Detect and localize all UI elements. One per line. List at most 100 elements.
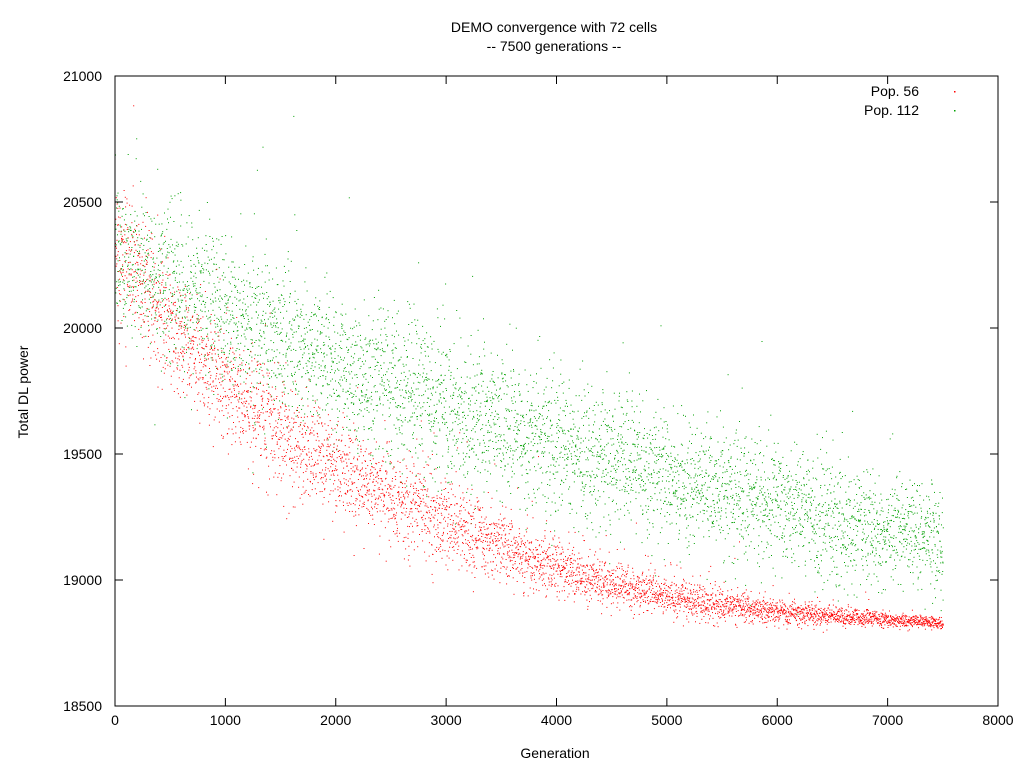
data-point bbox=[673, 446, 675, 447]
data-point bbox=[352, 396, 354, 397]
data-point bbox=[517, 446, 519, 448]
data-point bbox=[591, 385, 593, 387]
data-point bbox=[609, 563, 611, 565]
data-point bbox=[382, 392, 384, 394]
data-point bbox=[437, 422, 439, 424]
data-point bbox=[838, 539, 839, 541]
data-point bbox=[446, 389, 447, 391]
data-point bbox=[907, 511, 909, 513]
data-point bbox=[925, 553, 927, 555]
data-point bbox=[850, 542, 852, 544]
data-point bbox=[263, 331, 265, 333]
data-point bbox=[119, 243, 121, 245]
data-point bbox=[670, 468, 672, 470]
data-point bbox=[159, 247, 160, 249]
data-point bbox=[723, 497, 725, 499]
data-point bbox=[450, 481, 452, 483]
data-point bbox=[898, 517, 900, 519]
data-point bbox=[578, 438, 580, 440]
data-point bbox=[746, 495, 748, 497]
data-point bbox=[698, 454, 700, 456]
data-point bbox=[781, 492, 783, 494]
data-point bbox=[185, 326, 186, 328]
data-point bbox=[466, 429, 468, 431]
data-point bbox=[855, 564, 857, 566]
data-point bbox=[376, 410, 378, 412]
data-point bbox=[350, 327, 352, 329]
data-point bbox=[512, 462, 514, 464]
data-point bbox=[838, 512, 840, 514]
data-point bbox=[659, 468, 661, 470]
data-point bbox=[360, 365, 362, 367]
data-point bbox=[428, 422, 430, 424]
data-point bbox=[539, 436, 541, 438]
data-point bbox=[863, 511, 865, 513]
data-point bbox=[449, 349, 451, 350]
data-point bbox=[265, 312, 267, 314]
data-point bbox=[187, 333, 189, 335]
data-point bbox=[416, 330, 417, 332]
data-point bbox=[573, 411, 575, 413]
data-point bbox=[309, 381, 311, 382]
data-point bbox=[811, 496, 812, 498]
data-point bbox=[181, 316, 183, 318]
data-point bbox=[920, 507, 922, 509]
data-point bbox=[187, 327, 189, 329]
data-point bbox=[269, 360, 271, 362]
data-point bbox=[140, 180, 142, 182]
data-point bbox=[361, 347, 363, 349]
data-point bbox=[426, 496, 428, 498]
data-point bbox=[760, 479, 762, 481]
data-point bbox=[681, 503, 683, 505]
data-point bbox=[621, 441, 623, 443]
data-point bbox=[247, 348, 249, 350]
data-point bbox=[477, 414, 479, 416]
data-point bbox=[265, 351, 267, 353]
data-point bbox=[666, 480, 667, 482]
data-point bbox=[270, 304, 271, 306]
data-point bbox=[485, 414, 486, 416]
data-point bbox=[230, 343, 232, 345]
data-point bbox=[896, 498, 898, 500]
data-point bbox=[634, 446, 636, 448]
data-point bbox=[884, 540, 886, 542]
data-point bbox=[278, 373, 280, 375]
data-point bbox=[910, 497, 912, 499]
data-point bbox=[856, 596, 858, 598]
data-point bbox=[600, 456, 602, 458]
data-point bbox=[399, 359, 401, 361]
data-point bbox=[526, 507, 528, 509]
data-point bbox=[503, 417, 505, 419]
data-point bbox=[192, 283, 194, 285]
data-point bbox=[720, 532, 722, 534]
data-point bbox=[848, 481, 850, 483]
data-point bbox=[776, 536, 778, 538]
data-point bbox=[852, 410, 854, 412]
data-point bbox=[365, 360, 366, 362]
data-point bbox=[680, 503, 682, 505]
data-point bbox=[792, 527, 793, 529]
data-point bbox=[811, 503, 813, 505]
data-point bbox=[204, 249, 206, 251]
data-point bbox=[564, 454, 566, 456]
data-point bbox=[167, 267, 169, 269]
data-point bbox=[705, 497, 707, 499]
data-point bbox=[832, 556, 834, 558]
data-point bbox=[186, 285, 188, 287]
data-point bbox=[464, 382, 466, 384]
data-point bbox=[502, 381, 504, 383]
data-point bbox=[287, 251, 289, 253]
data-point bbox=[814, 542, 816, 544]
data-point bbox=[842, 544, 844, 545]
data-point bbox=[938, 570, 940, 571]
data-point bbox=[210, 319, 212, 321]
data-point bbox=[457, 410, 459, 412]
data-point bbox=[741, 491, 743, 492]
data-point bbox=[343, 408, 345, 409]
data-point bbox=[490, 400, 492, 402]
data-point bbox=[513, 473, 515, 475]
data-point bbox=[930, 520, 932, 522]
data-point bbox=[306, 429, 308, 431]
data-point bbox=[209, 316, 211, 318]
data-point bbox=[258, 299, 260, 301]
